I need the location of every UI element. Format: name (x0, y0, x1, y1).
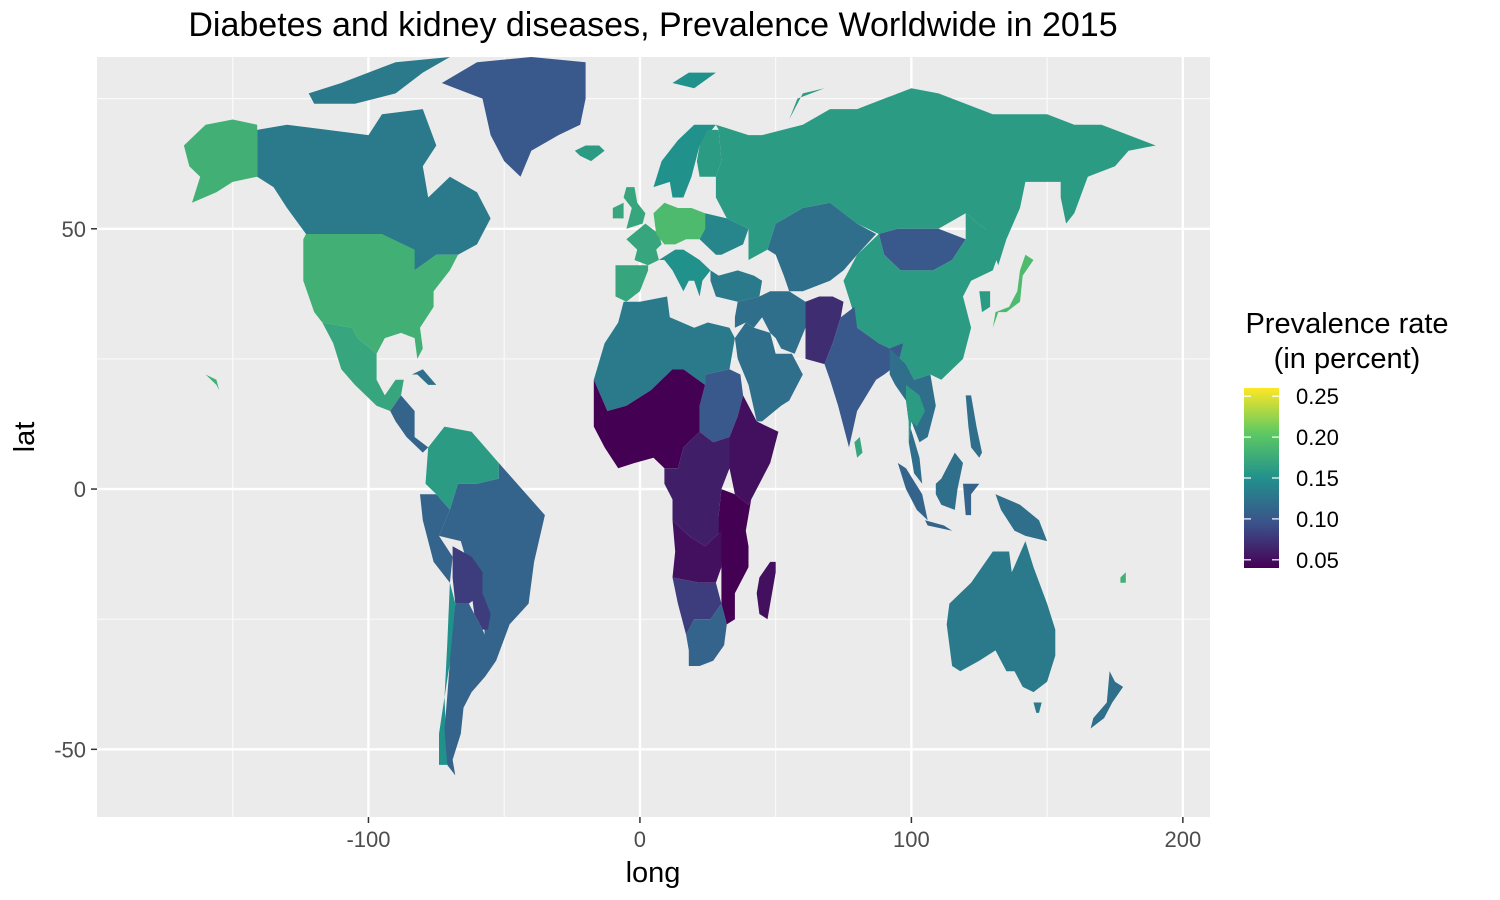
country-fiji (1120, 572, 1126, 583)
legend-title-line2: (in percent) (1274, 343, 1421, 375)
country-ireland (612, 202, 624, 219)
country-japan (992, 254, 1034, 328)
country-australia (946, 541, 1056, 693)
country-sahel-west-africa (593, 369, 706, 469)
legend: Prevalence rate (in percent) 0.25 0.20 0.1… (1244, 308, 1449, 573)
country-cuba (411, 369, 437, 385)
x-tick-label: 200 (1164, 827, 1201, 852)
country-java (925, 520, 953, 531)
x-tick-label: 100 (893, 827, 930, 852)
country-china (843, 213, 999, 380)
country-middle-east (734, 291, 806, 354)
country-kazakhstan-central-asia (767, 202, 877, 292)
country-eastern-europe (699, 213, 749, 255)
country-north-africa (593, 296, 735, 411)
country-tasmania (1033, 702, 1042, 713)
y-tick-label: -50 (54, 737, 86, 762)
country-south-africa (686, 603, 727, 666)
x-axis-ticks: -100 0 100 200 (346, 817, 1201, 852)
country-united-states (303, 234, 458, 359)
country-united-kingdom (623, 187, 646, 229)
country-horn-of-africa (729, 395, 779, 505)
legend-tick-label: 0.10 (1296, 507, 1339, 532)
legend-tick-label: 0.25 (1296, 384, 1339, 409)
country-greenland (441, 57, 586, 177)
country-russia (715, 88, 1156, 266)
country-canadian-arctic (308, 57, 450, 104)
y-tick-label: 0 (74, 477, 86, 502)
country-philippines (965, 395, 982, 458)
legend-ticks: 0.25 0.20 0.15 0.10 0.05 (1244, 384, 1339, 573)
country-svalbard (672, 72, 716, 89)
legend-tick-label: 0.05 (1296, 548, 1339, 573)
legend-tick-label: 0.20 (1296, 425, 1339, 450)
country-chile (439, 582, 456, 765)
y-tick-label: 50 (62, 217, 86, 242)
country-arctic-islands (789, 88, 825, 120)
country-borneo (935, 452, 963, 510)
country-madagascar (756, 561, 776, 620)
x-tick-label: 0 (634, 827, 646, 852)
country-angola-zambia (672, 520, 722, 583)
y-axis-ticks: -50 0 50 (54, 217, 97, 762)
country-alaska (183, 119, 258, 203)
country-bolivia (452, 546, 483, 604)
country-sulawesi (963, 483, 980, 516)
country-new-zealand (1090, 671, 1124, 729)
x-tick-label: -100 (346, 827, 390, 852)
country-western-europe (615, 223, 662, 302)
country-iceland (574, 145, 605, 162)
legend-title-line1: Prevalence rate (1245, 308, 1448, 340)
country-sudan (699, 369, 744, 443)
country-finland (696, 129, 722, 177)
country-turkey-caucasus (710, 270, 763, 302)
country-peru-ecuador (420, 494, 453, 583)
country-polygons (183, 57, 1156, 776)
country-new-guinea (995, 494, 1048, 542)
x-axis-label: long (626, 857, 681, 889)
country-thailand (906, 384, 925, 443)
country-scandinavia (653, 124, 716, 198)
country-korea (979, 291, 991, 313)
country-argentina (444, 603, 497, 776)
country-central-america (390, 395, 429, 453)
chart-title: Diabetes and kidney diseases, Prevalence… (188, 6, 1117, 44)
country-northern-south-america (425, 426, 499, 510)
country-italy-balkans (658, 249, 711, 297)
country-afghanistan-pakistan (805, 296, 844, 365)
country-india (824, 306, 904, 448)
y-axis-label: lat (9, 422, 41, 453)
country-sumatra (897, 463, 928, 521)
country-paraguay (471, 593, 491, 630)
country-east-africa (718, 489, 752, 625)
country-mexico (322, 322, 404, 411)
country-central-europe (653, 202, 706, 245)
country-central-africa (664, 431, 730, 547)
country-hawaii (205, 374, 220, 391)
country-canada (257, 109, 491, 271)
country-mongolia (878, 228, 966, 271)
legend-tick-label: 0.15 (1296, 466, 1339, 491)
country-sri-lanka (854, 437, 863, 458)
country-brazil (439, 463, 545, 661)
country-arabian-peninsula (734, 322, 803, 422)
country-namibia-botswana (672, 577, 722, 635)
